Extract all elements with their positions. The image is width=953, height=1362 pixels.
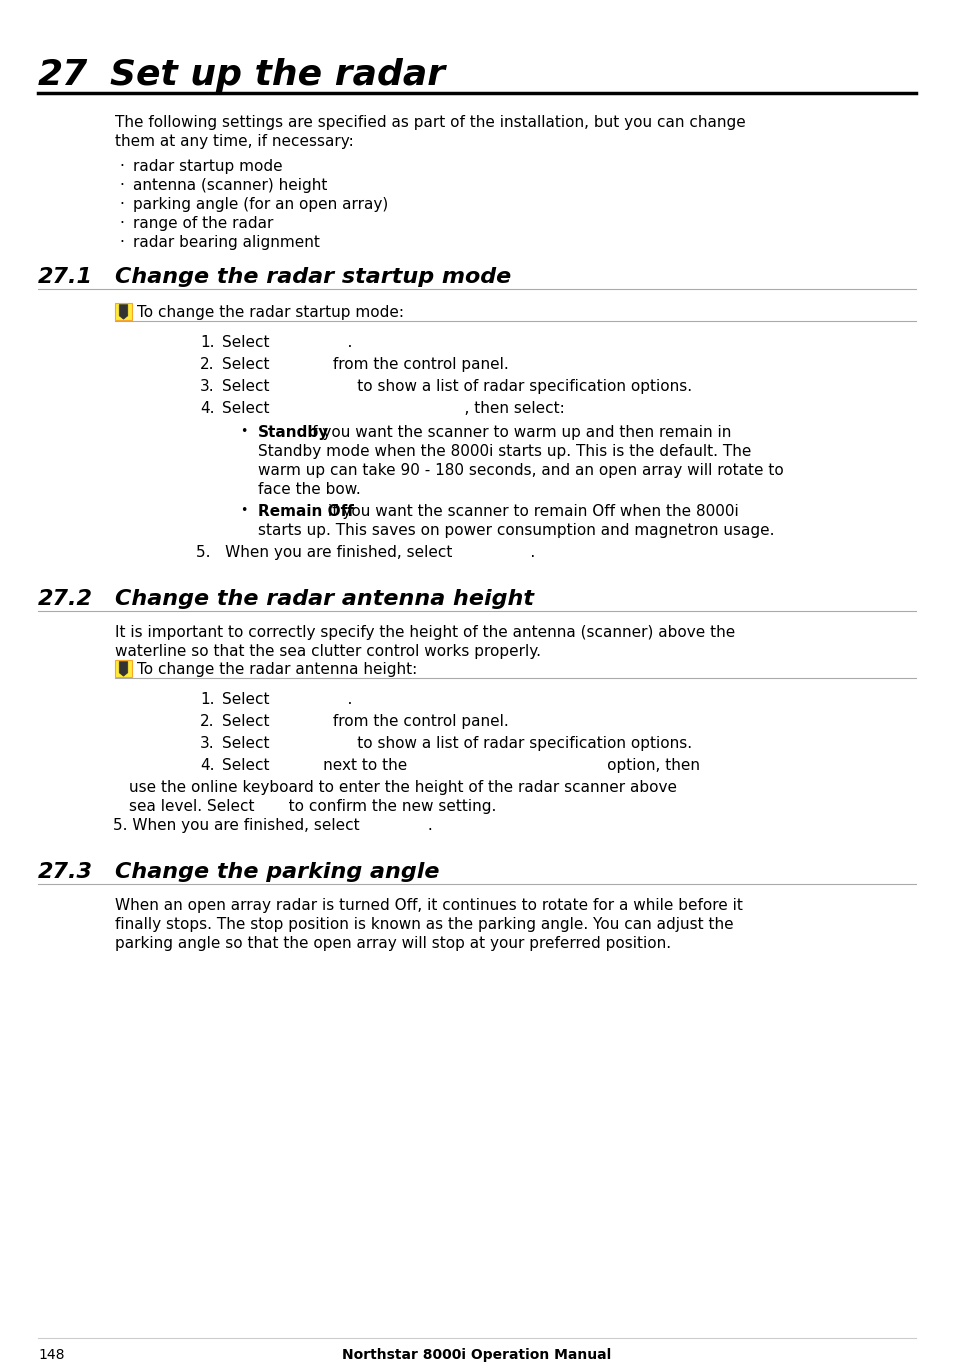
Text: •: •	[240, 504, 247, 518]
Text: Select             from the control panel.: Select from the control panel.	[222, 357, 508, 372]
Text: Select                                        , then select:: Select , then select:	[222, 400, 564, 415]
Text: Select             from the control panel.: Select from the control panel.	[222, 714, 508, 729]
Text: It is important to correctly specify the height of the antenna (scanner) above t: It is important to correctly specify the…	[115, 625, 735, 640]
Text: use the online keyboard to enter the height of the radar scanner above: use the online keyboard to enter the hei…	[129, 780, 677, 795]
FancyBboxPatch shape	[115, 661, 132, 677]
Text: waterline so that the sea clutter control works properly.: waterline so that the sea clutter contro…	[115, 644, 540, 659]
Text: 27: 27	[38, 59, 89, 93]
Text: Select                .: Select .	[222, 692, 352, 707]
Text: Remain Off: Remain Off	[257, 504, 354, 519]
Text: Standby mode when the 8000i starts up. This is the default. The: Standby mode when the 8000i starts up. T…	[257, 444, 751, 459]
Text: 5. When you are finished, select              .: 5. When you are finished, select .	[112, 819, 433, 834]
Text: Standby: Standby	[257, 425, 329, 440]
Text: if you want the scanner to warm up and then remain in: if you want the scanner to warm up and t…	[303, 425, 731, 440]
Text: 5.   When you are finished, select                .: 5. When you are finished, select .	[195, 545, 535, 560]
Text: Select           next to the                                         option, the: Select next to the option, the	[222, 759, 700, 774]
Text: parking angle so that the open array will stop at your preferred position.: parking angle so that the open array wil…	[115, 936, 670, 951]
Text: range of the radar: range of the radar	[132, 217, 274, 232]
Text: warm up can take 90 - 180 seconds, and an open array will rotate to: warm up can take 90 - 180 seconds, and a…	[257, 463, 783, 478]
Text: Select                  to show a list of radar specification options.: Select to show a list of radar specifica…	[222, 735, 691, 750]
FancyBboxPatch shape	[115, 302, 132, 320]
Text: To change the radar startup mode:: To change the radar startup mode:	[137, 305, 403, 320]
Text: To change the radar antenna height:: To change the radar antenna height:	[137, 662, 416, 677]
Text: 1.: 1.	[200, 692, 214, 707]
Polygon shape	[119, 662, 128, 676]
Text: 4.: 4.	[200, 400, 214, 415]
Text: if you want the scanner to remain Off when the 8000i: if you want the scanner to remain Off wh…	[323, 504, 738, 519]
Text: ·: ·	[119, 159, 124, 174]
Text: 27.2: 27.2	[38, 588, 92, 609]
Text: •: •	[240, 425, 247, 439]
Text: The following settings are specified as part of the installation, but you can ch: The following settings are specified as …	[115, 114, 745, 129]
Text: When an open array radar is turned Off, it continues to rotate for a while befor: When an open array radar is turned Off, …	[115, 898, 742, 913]
Text: antenna (scanner) height: antenna (scanner) height	[132, 178, 327, 193]
Text: 4.: 4.	[200, 759, 214, 774]
Text: ·: ·	[119, 236, 124, 251]
Text: parking angle (for an open array): parking angle (for an open array)	[132, 197, 388, 212]
Text: Change the radar antenna height: Change the radar antenna height	[115, 588, 534, 609]
Text: 27.1: 27.1	[38, 267, 92, 287]
Text: Change the radar startup mode: Change the radar startup mode	[115, 267, 511, 287]
Text: Set up the radar: Set up the radar	[110, 59, 445, 93]
Text: finally stops. The stop position is known as the parking angle. You can adjust t: finally stops. The stop position is know…	[115, 917, 733, 932]
Text: face the bow.: face the bow.	[257, 482, 360, 497]
Text: ·: ·	[119, 217, 124, 232]
Text: 3.: 3.	[200, 379, 214, 394]
Text: Select                  to show a list of radar specification options.: Select to show a list of radar specifica…	[222, 379, 691, 394]
Text: 2.: 2.	[200, 714, 214, 729]
Text: radar startup mode: radar startup mode	[132, 159, 282, 174]
Text: ·: ·	[119, 178, 124, 193]
Text: 1.: 1.	[200, 335, 214, 350]
Text: 3.: 3.	[200, 735, 214, 750]
Text: starts up. This saves on power consumption and magnetron usage.: starts up. This saves on power consumpti…	[257, 523, 774, 538]
Text: radar bearing alignment: radar bearing alignment	[132, 236, 319, 251]
Text: Select                .: Select .	[222, 335, 352, 350]
Text: 27.3: 27.3	[38, 862, 92, 883]
Text: Northstar 8000i Operation Manual: Northstar 8000i Operation Manual	[342, 1348, 611, 1362]
Text: 148: 148	[38, 1348, 65, 1362]
Text: Change the parking angle: Change the parking angle	[115, 862, 439, 883]
Text: 2.: 2.	[200, 357, 214, 372]
Text: them at any time, if necessary:: them at any time, if necessary:	[115, 133, 354, 148]
Polygon shape	[119, 305, 128, 319]
Text: sea level. Select       to confirm the new setting.: sea level. Select to confirm the new set…	[129, 799, 496, 814]
Text: ·: ·	[119, 197, 124, 212]
